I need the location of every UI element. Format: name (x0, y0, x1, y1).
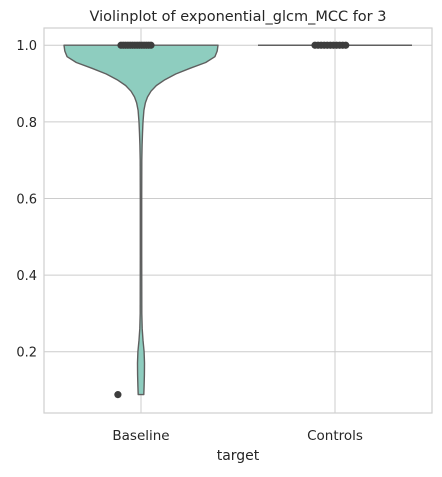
grid-layer (44, 28, 432, 413)
data-point (114, 391, 122, 399)
points-layer (114, 41, 350, 399)
data-point (147, 41, 155, 49)
y-tick-label: 0.8 (16, 116, 37, 131)
y-tick-label: 0.4 (16, 269, 37, 284)
violin-body-baseline (63, 44, 219, 396)
plot-frame (43, 27, 433, 414)
x-tick-labels: Baseline Controls (112, 428, 363, 444)
data-point (342, 41, 350, 49)
x-tick-label: Controls (307, 428, 363, 444)
violin-layer (63, 44, 412, 396)
y-tick-label: 1.0 (16, 39, 37, 54)
y-tick-label: 0.2 (16, 346, 37, 361)
chart-title: Violinplot of exponential_glcm_MCC for 3 (90, 9, 387, 25)
x-tick-label: Baseline (112, 428, 169, 444)
y-tick-label: 0.6 (16, 192, 37, 207)
x-axis-label: target (217, 448, 260, 464)
y-tick-labels: 0.2 0.4 0.6 0.8 1.0 (16, 39, 37, 360)
